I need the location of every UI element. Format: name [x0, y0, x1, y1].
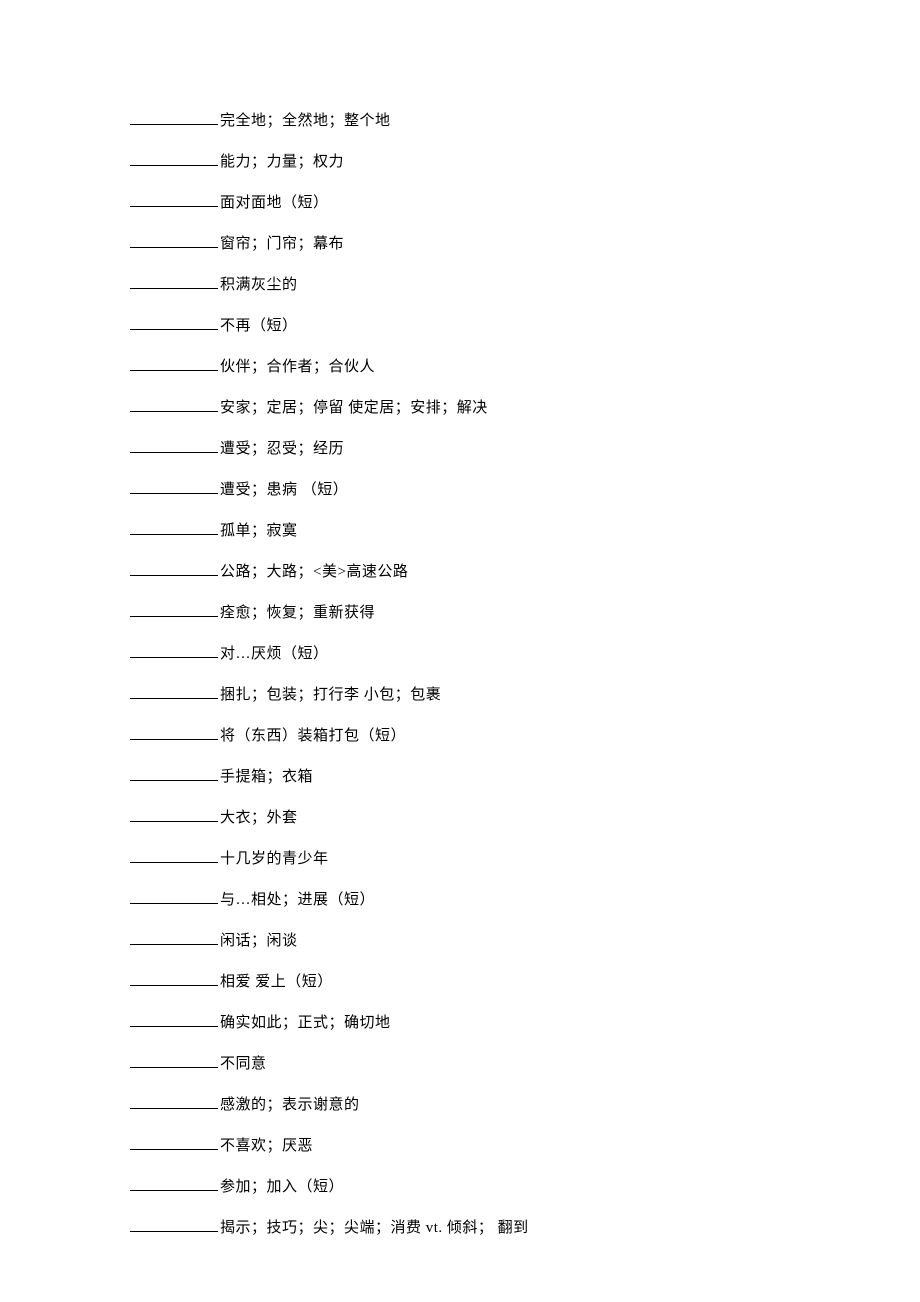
definition-text: 公路；大路；<美>高速公路	[220, 561, 408, 584]
vocab-item: 完全地；全然地；整个地	[130, 110, 790, 133]
fill-in-blank[interactable]	[130, 889, 218, 904]
definition-text: 手提箱；衣箱	[220, 766, 313, 789]
vocab-item: 闲话；闲谈	[130, 930, 790, 953]
fill-in-blank[interactable]	[130, 151, 218, 166]
definition-text: 遭受；患病 （短）	[220, 479, 348, 502]
vocab-item: 对…厌烦（短）	[130, 643, 790, 666]
fill-in-blank[interactable]	[130, 930, 218, 945]
fill-in-blank[interactable]	[130, 1135, 218, 1150]
fill-in-blank[interactable]	[130, 807, 218, 822]
fill-in-blank[interactable]	[130, 602, 218, 617]
vocab-item: 参加；加入（短）	[130, 1176, 790, 1199]
fill-in-blank[interactable]	[130, 848, 218, 863]
vocab-item: 公路；大路；<美>高速公路	[130, 561, 790, 584]
definition-text: 对…厌烦（短）	[220, 643, 329, 666]
fill-in-blank[interactable]	[130, 684, 218, 699]
fill-in-blank[interactable]	[130, 1094, 218, 1109]
definition-text: 捆扎；包装；打行李 小包；包裹	[220, 684, 441, 707]
fill-in-blank[interactable]	[130, 766, 218, 781]
definition-text: 完全地；全然地；整个地	[220, 110, 391, 133]
definition-text: 不同意	[220, 1053, 267, 1076]
definition-text: 孤单；寂寞	[220, 520, 298, 543]
vocab-item: 窗帘；门帘；幕布	[130, 233, 790, 256]
fill-in-blank[interactable]	[130, 274, 218, 289]
vocab-item: 揭示；技巧；尖；尖端；消费 vt. 倾斜； 翻到	[130, 1217, 790, 1240]
definition-text: 揭示；技巧；尖；尖端；消费 vt. 倾斜； 翻到	[220, 1217, 529, 1240]
vocab-item: 不再（短）	[130, 315, 790, 338]
definition-text: 与…相处；进展（短）	[220, 889, 375, 912]
vocab-item: 孤单；寂寞	[130, 520, 790, 543]
fill-in-blank[interactable]	[130, 643, 218, 658]
definition-text: 遭受；忍受；经历	[220, 438, 344, 461]
fill-in-blank[interactable]	[130, 192, 218, 207]
vocab-item: 遭受；患病 （短）	[130, 479, 790, 502]
vocabulary-list: 完全地；全然地；整个地能力；力量；权力面对面地（短） 窗帘；门帘；幕布积满灰尘的不…	[130, 110, 790, 1258]
vocab-item: 面对面地（短）	[130, 192, 790, 215]
definition-text: 积满灰尘的	[220, 274, 298, 297]
definition-text: 将（东西）装箱打包（短）	[220, 725, 406, 748]
vocab-item: 将（东西）装箱打包（短）	[130, 725, 790, 748]
fill-in-blank[interactable]	[130, 561, 218, 576]
definition-text: 相爱 爱上（短）	[220, 971, 333, 994]
vocab-item: 不喜欢；厌恶	[130, 1135, 790, 1158]
definition-text: 安家；定居；停留 使定居；安排；解决	[220, 397, 488, 420]
definition-text: 能力；力量；权力	[220, 151, 344, 174]
definition-text: 感激的；表示谢意的	[220, 1094, 360, 1117]
vocab-item: 相爱 爱上（短）	[130, 971, 790, 994]
definition-text: 窗帘；门帘；幕布	[220, 233, 344, 256]
vocab-item: 安家；定居；停留 使定居；安排；解决	[130, 397, 790, 420]
fill-in-blank[interactable]	[130, 110, 218, 125]
vocab-item: 大衣；外套	[130, 807, 790, 830]
definition-text: 痊愈；恢复；重新获得	[220, 602, 375, 625]
fill-in-blank[interactable]	[130, 438, 218, 453]
vocab-item: 捆扎；包装；打行李 小包；包裹	[130, 684, 790, 707]
definition-text: 十几岁的青少年	[220, 848, 329, 871]
fill-in-blank[interactable]	[130, 356, 218, 371]
vocab-item: 手提箱；衣箱	[130, 766, 790, 789]
vocab-item: 与…相处；进展（短）	[130, 889, 790, 912]
definition-text: 参加；加入（短）	[220, 1176, 344, 1199]
vocab-item: 确实如此；正式；确切地	[130, 1012, 790, 1035]
definition-text: 确实如此；正式；确切地	[220, 1012, 391, 1035]
definition-text: 大衣；外套	[220, 807, 298, 830]
definition-text: 闲话；闲谈	[220, 930, 298, 953]
fill-in-blank[interactable]	[130, 1053, 218, 1068]
vocab-item: 伙伴；合作者；合伙人	[130, 356, 790, 379]
vocab-item: 痊愈；恢复；重新获得	[130, 602, 790, 625]
fill-in-blank[interactable]	[130, 971, 218, 986]
vocab-item: 感激的；表示谢意的	[130, 1094, 790, 1117]
definition-text: 不再（短）	[220, 315, 298, 338]
definition-text: 伙伴；合作者；合伙人	[220, 356, 375, 379]
fill-in-blank[interactable]	[130, 397, 218, 412]
fill-in-blank[interactable]	[130, 520, 218, 535]
fill-in-blank[interactable]	[130, 479, 218, 494]
fill-in-blank[interactable]	[130, 725, 218, 740]
vocab-item: 十几岁的青少年	[130, 848, 790, 871]
fill-in-blank[interactable]	[130, 233, 218, 248]
fill-in-blank[interactable]	[130, 1012, 218, 1027]
vocab-item: 遭受；忍受；经历	[130, 438, 790, 461]
vocab-item: 不同意	[130, 1053, 790, 1076]
vocab-item: 积满灰尘的	[130, 274, 790, 297]
fill-in-blank[interactable]	[130, 1217, 218, 1232]
fill-in-blank[interactable]	[130, 1176, 218, 1191]
fill-in-blank[interactable]	[130, 315, 218, 330]
definition-text: 面对面地（短）	[220, 192, 329, 215]
vocab-item: 能力；力量；权力	[130, 151, 790, 174]
definition-text: 不喜欢；厌恶	[220, 1135, 313, 1158]
